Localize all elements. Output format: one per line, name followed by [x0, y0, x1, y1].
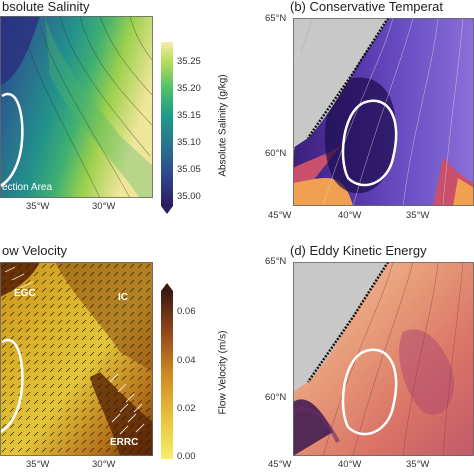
- velocity-tick: 0.00: [177, 451, 196, 462]
- salinity-tick: 35.00: [177, 191, 201, 202]
- panel-a-lon-tick-30w: 30°W: [92, 201, 116, 212]
- panel-a-lon-tick-35w: 35°W: [26, 201, 50, 212]
- panel-b-lon-tick-40w: 40°W: [338, 210, 362, 221]
- velocity-tick: 0.04: [177, 355, 196, 366]
- velocity-tick: 0.06: [177, 306, 196, 317]
- salinity-tick: 35.15: [177, 110, 201, 121]
- panel-c-lon-tick-35w: 35°W: [26, 459, 50, 470]
- panel-c-velocity-map: [0, 262, 153, 456]
- panel-a-salinity-map: [0, 16, 153, 198]
- panel-b-temperature-map: [293, 18, 474, 206]
- convection-area-label: ection Area: [2, 182, 53, 193]
- panel-d-lon-tick-45w: 45°W: [268, 459, 292, 470]
- errc-label: ERRC: [110, 437, 139, 448]
- panel-d-title: (d) Eddy Kinetic Energy: [290, 243, 427, 258]
- velocity-colorbar-label: Flow Velocity (m/s): [217, 330, 229, 415]
- panel-b-lat-tick-65n: 65°N: [265, 13, 287, 24]
- panel-d-lat-tick-60n: 60°N: [265, 392, 287, 403]
- panel-c-title: ow Velocity: [2, 243, 68, 258]
- salinity-tick: 35.25: [177, 56, 201, 67]
- salinity-colorbar: [161, 42, 173, 214]
- egc-label: EGC: [14, 288, 36, 299]
- panel-d-lon-tick-40w: 40°W: [338, 459, 362, 470]
- salinity-colorbar-label: Absolute Salinity (g/kg): [217, 74, 229, 177]
- velocity-tick: 0.02: [177, 403, 196, 414]
- salinity-tick: 35.05: [177, 164, 201, 175]
- panel-d-lon-tick-35w: 35°W: [406, 459, 430, 470]
- velocity-colorbar: [161, 283, 173, 459]
- panel-c-lon-tick-30w: 30°W: [92, 459, 116, 470]
- panel-d-lat-tick-65n: 65°N: [265, 256, 287, 267]
- panel-b-lat-tick-60n: 60°N: [265, 148, 287, 159]
- salinity-tick: 35.20: [177, 83, 201, 94]
- panel-b-lon-tick-35w: 35°W: [406, 210, 430, 221]
- panel-a-title: bsolute Salinity: [2, 0, 90, 14]
- panel-b-title: (b) Conservative Temperat: [290, 0, 443, 14]
- panel-b-lon-tick-45w: 45°W: [268, 210, 292, 221]
- ic-label: IC: [118, 292, 128, 303]
- salinity-tick: 35.10: [177, 137, 201, 148]
- panel-d-eke-map: [293, 262, 474, 456]
